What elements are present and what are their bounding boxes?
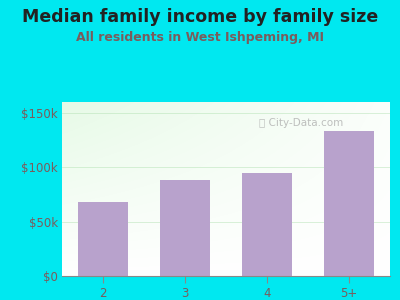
Bar — [242, 173, 292, 276]
Text: ⓘ City-Data.com: ⓘ City-Data.com — [259, 118, 344, 128]
Text: All residents in West Ishpeming, MI: All residents in West Ishpeming, MI — [76, 32, 324, 44]
Text: Median family income by family size: Median family income by family size — [22, 8, 378, 26]
Bar — [324, 131, 374, 276]
Bar — [78, 202, 128, 276]
Bar — [160, 180, 210, 276]
